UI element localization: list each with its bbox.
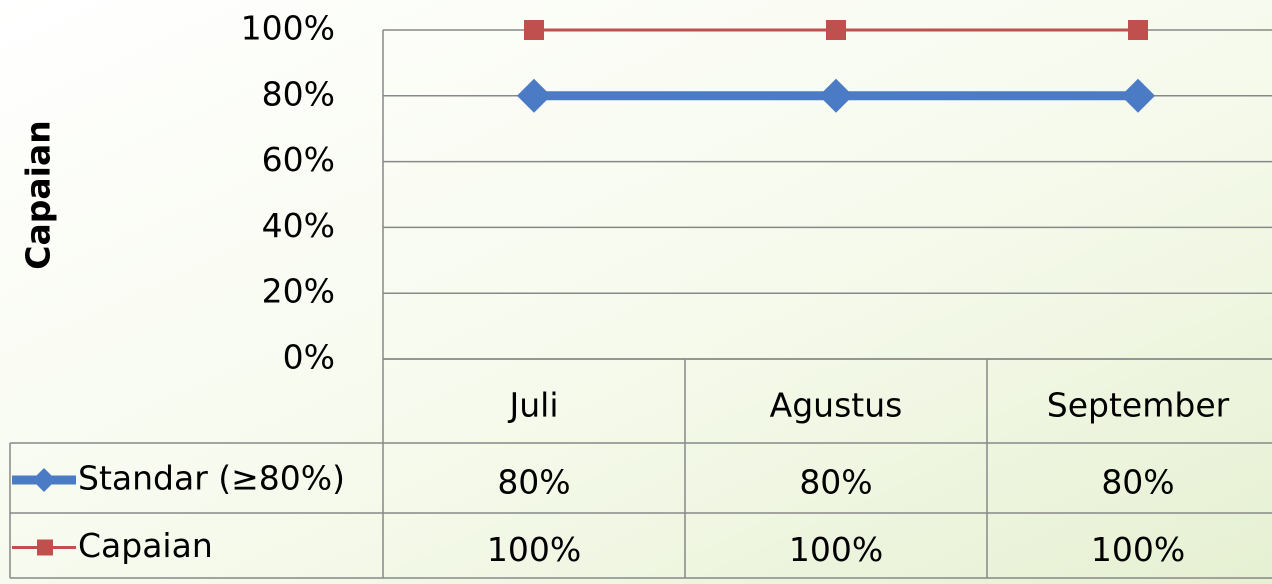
x-tick-label: Agustus (770, 386, 903, 425)
marker (819, 78, 853, 113)
x-tick-label: September (1047, 386, 1230, 425)
marker (826, 20, 846, 40)
legend-label: Capaian (78, 526, 213, 565)
table-value: 80% (497, 463, 570, 502)
y-tick-label: 60% (262, 140, 335, 179)
y-tick-label: 80% (262, 74, 335, 113)
legend-marker (37, 539, 53, 556)
marker (524, 20, 544, 40)
legend-marker (32, 468, 56, 492)
table-value: 80% (799, 463, 872, 502)
table-value: 80% (1101, 463, 1174, 502)
y-axis-label: Capaian (19, 120, 58, 269)
y-tick-label: 20% (262, 272, 335, 311)
y-tick-label: 40% (262, 206, 335, 245)
table-value: 100% (789, 530, 883, 569)
marker (517, 78, 551, 113)
table-value: 100% (1091, 530, 1185, 569)
marker (1128, 20, 1148, 40)
y-tick-label: 0% (283, 338, 335, 377)
marker (1121, 78, 1155, 113)
table-value: 100% (487, 530, 581, 569)
y-tick-label: 100% (241, 9, 335, 48)
x-tick-label: Juli (508, 386, 559, 425)
legend-label: Standar (≥80%) (78, 459, 345, 498)
